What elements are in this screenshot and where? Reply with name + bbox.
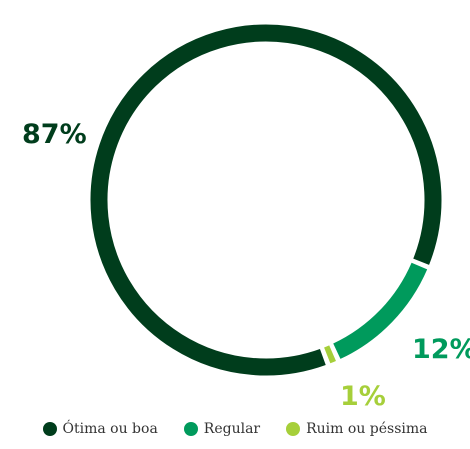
slice-otima [90, 24, 442, 376]
label-ruim: 1% [340, 381, 386, 410]
legend-swatch-regular [183, 422, 198, 436]
legend: Ótima ou boa Regular Ruim ou péssima [0, 421, 470, 437]
legend-item-ruim: Ruim ou péssima [286, 421, 428, 437]
legend-swatch-ruim [286, 422, 301, 436]
legend-label-otima: Ótima ou boa [62, 421, 158, 437]
label-regular: 12% [412, 334, 470, 365]
donut-chart: 87% 12% 1% [22, 24, 470, 410]
legend-item-regular: Regular [183, 421, 261, 437]
legend-label-ruim: Ruim ou péssima [306, 421, 428, 437]
slice-ruim [324, 345, 336, 364]
slice-regular [333, 262, 428, 359]
legend-item-otima: Ótima ou boa [42, 421, 158, 437]
legend-label-regular: Regular [203, 421, 261, 437]
label-otima: 87% [22, 119, 87, 150]
legend-swatch-otima [42, 422, 57, 436]
